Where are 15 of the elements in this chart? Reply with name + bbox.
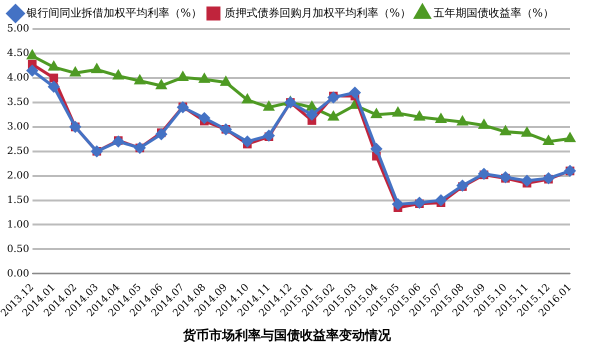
- legend-label: 五年期国债收益率（%）: [433, 6, 554, 20]
- y-tick-label: 2.00: [7, 170, 30, 182]
- legend-label: 质押式债券回购月加权平均利率（%）: [224, 6, 411, 20]
- y-tick-label: 0.50: [7, 244, 30, 255]
- y-tick-label: 2.50: [7, 146, 30, 157]
- text: 货币市场利率与国债收益率变动情况: [182, 328, 392, 344]
- legend-label: 银行间同业拆借加权平均利率（%）: [26, 6, 202, 20]
- y-tick-label: 1.00: [7, 219, 30, 230]
- y-tick-label: 5.00: [7, 24, 30, 35]
- y-tick-label: 4.50: [7, 48, 30, 60]
- y-tick-label: 3.00: [7, 121, 30, 132]
- y-tick-label: 3.50: [7, 96, 30, 108]
- y-tick-label: 0.00: [7, 268, 30, 280]
- y-tick-label: 1.50: [7, 194, 30, 206]
- y-tick-label: 4.00: [7, 72, 30, 84]
